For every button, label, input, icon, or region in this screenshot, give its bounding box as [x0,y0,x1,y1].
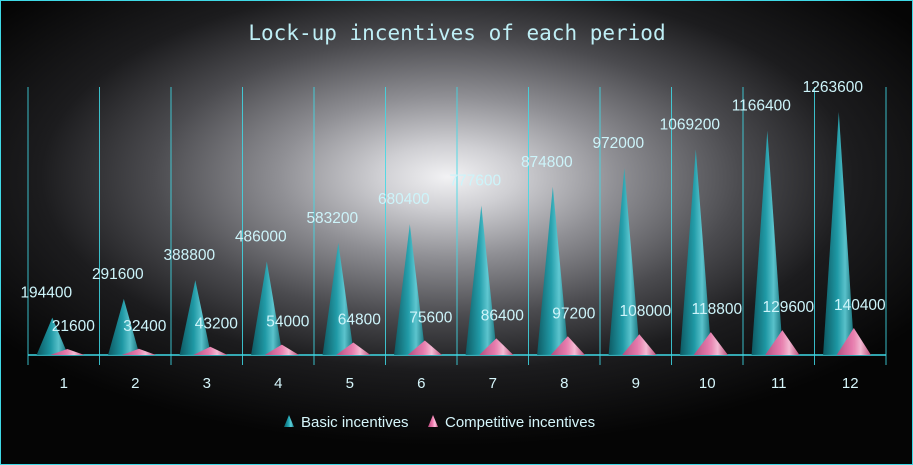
legend-swatch [284,415,294,427]
x-tick-label: 12 [842,375,859,392]
competitive-data-label: 86400 [481,307,524,324]
competitive-incentive-bar [550,336,585,355]
competitive-data-label: 54000 [266,314,309,331]
basic-incentive-bar [108,298,140,355]
competitive-data-label: 43200 [195,316,238,333]
competitive-incentive-bar [622,334,657,355]
basic-incentive-bar [36,317,69,355]
legend-competitive-incentives: Competitive incentives [428,414,595,431]
competitive-data-label: 108000 [619,303,671,320]
legend-swatch [428,415,438,427]
chart-title: Lock-up incentives of each period [248,21,665,45]
basic-data-label: 388800 [163,247,215,264]
basic-incentive-bar [179,280,212,355]
competitive-incentive-bar [50,349,85,355]
competitive-incentive-bar [336,342,371,355]
legend-label: Competitive incentives [445,414,595,431]
basic-incentive-bar [251,261,283,355]
basic-data-label: 1263600 [803,79,864,96]
competitive-incentive-bar [121,348,156,355]
legend-label: Basic incentives [301,414,409,431]
x-tick-label: 7 [489,375,497,392]
basic-incentive-bar [608,168,641,355]
basic-data-label: 874800 [521,154,573,171]
basic-data-label: 583200 [306,210,358,227]
competitive-incentive-bar [407,340,442,355]
x-tick-label: 6 [417,375,425,392]
competitive-incentive-bar [836,328,871,355]
basic-data-label: 680400 [378,191,430,208]
basic-data-label: 486000 [235,229,287,246]
competitive-data-label: 64800 [338,312,381,329]
competitive-incentive-bar [479,338,514,355]
x-tick-label: 10 [699,375,716,392]
x-tick-label: 2 [131,375,139,392]
basic-incentive-bar [680,149,712,355]
basic-data-label: 1069200 [660,116,721,133]
basic-data-label: 777600 [449,172,501,189]
basic-incentive-bar [322,242,355,355]
basic-incentive-bar [394,224,426,355]
competitive-data-label: 21600 [52,318,95,335]
competitive-incentive-bar [693,332,728,355]
x-tick-label: 3 [203,375,211,392]
legend-basic-incentives: Basic incentives [284,414,409,431]
x-tick-label: 8 [560,375,568,392]
basic-incentive-bar [823,112,855,355]
x-tick-label: 4 [274,375,282,392]
competitive-data-label: 97200 [552,305,595,322]
basic-data-label: 1166400 [732,98,792,115]
x-tick-label: 9 [632,375,640,392]
competitive-data-label: 118800 [692,301,743,318]
competitive-incentive-bar [765,330,800,355]
competitive-data-label: 129600 [762,299,814,316]
competitive-incentive-bar [264,344,299,355]
basic-incentive-bar [537,186,569,355]
competitive-incentive-bar [193,346,228,355]
x-tick-label: 1 [60,375,68,392]
competitive-data-label: 75600 [409,309,452,326]
basic-data-label: 194400 [20,285,72,302]
competitive-data-label: 32400 [123,318,166,335]
competitive-data-label: 140400 [834,297,886,314]
x-tick-label: 5 [346,375,354,392]
basic-incentive-bar [751,130,784,355]
basic-data-label: 972000 [592,135,644,152]
basic-incentive-bar [465,205,498,355]
basic-data-label: 291600 [92,266,144,283]
x-tick-label: 11 [771,375,787,392]
